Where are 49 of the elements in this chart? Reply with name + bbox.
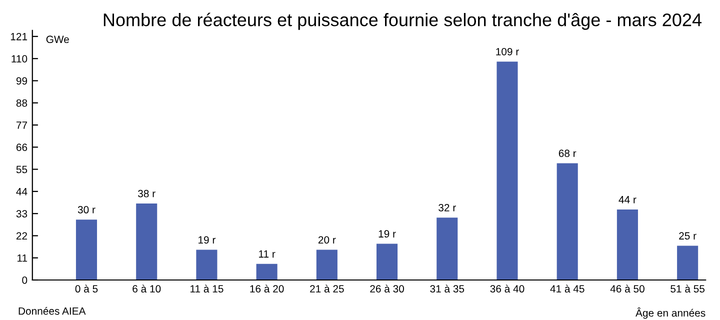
annotation: 30 r [78,206,96,214]
x-tick-label: 51 à 55 [670,284,705,293]
y-tick-label: 22 [16,232,28,240]
annotation: 68 r [558,150,576,158]
annotation: 20 r [318,236,336,244]
annotation: 19 r [198,236,216,244]
x-tick-label: 6 à 10 [132,284,161,293]
bar [376,244,398,280]
y-axis-title: GWe [46,36,69,44]
bar [496,62,518,280]
y-tick-label: 77 [16,122,28,129]
annotation: 25 r [679,232,696,240]
bar [677,246,698,280]
y-tick-label: 11 [18,254,28,262]
annotation: 38 r [138,190,156,198]
y-tick-label: 44 [16,188,28,196]
annotation: 19 r [378,230,396,238]
y-tick-label: 99 [16,77,28,85]
y-tick-label: 110 [12,55,28,62]
bar [136,204,158,280]
x-tick-label: 46 à 50 [610,284,644,293]
bar [436,218,458,280]
x-tick-label: 36 à 40 [490,284,524,293]
x-tick-label: 31 à 35 [430,284,464,293]
x-tick-label: 41 à 45 [550,284,584,293]
annotation: 32 r [438,204,456,212]
x-tick-label: 0 à 5 [75,284,98,293]
y-tick-label: 33 [16,210,28,218]
y-tick-label: 55 [16,166,28,174]
y-tick-label: 66 [16,144,28,152]
chart-title: Nombre de réacteurs et puissance fournie selon tranche d'âge - mars 2024 [104,12,702,30]
bar [76,220,98,280]
y-tick-label: 121 [10,32,28,40]
x-tick-label: 16 à 20 [250,284,284,293]
bar [196,250,218,280]
bar [556,163,578,280]
x-tick-label: 21 à 25 [310,284,344,293]
y-tick-label: 88 [16,99,28,107]
x-axis-title: Âge en années [636,307,706,319]
x-tick-label: 11 à 15 [190,284,224,293]
annotation: 109 r [496,48,519,56]
text: Données AIEA [18,306,86,315]
annotation: 44 r [618,196,636,204]
bar [316,250,338,280]
bar [256,264,278,280]
x-tick-label: 26 à 30 [370,284,404,293]
y-tick-label: 0 [22,276,28,284]
bar [616,210,638,280]
annotation: 11 r [259,250,276,258]
